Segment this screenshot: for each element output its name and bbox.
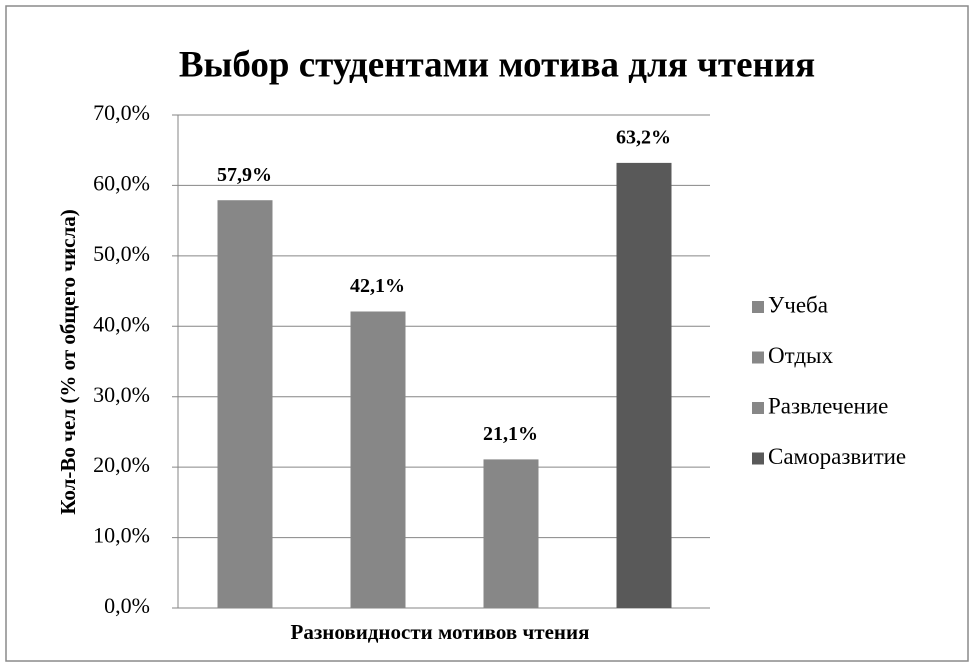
y-tick-label: 30,0% <box>93 382 150 407</box>
y-tick-label: 20,0% <box>93 452 150 477</box>
bar <box>350 311 406 608</box>
data-label: 63,2% <box>616 126 671 148</box>
y-axis-label: Кол-Во чел (% от общего числа) <box>56 209 80 515</box>
legend-label: Развлечение <box>768 393 888 418</box>
legend-swatch <box>752 351 764 364</box>
y-tick-label: 70,0% <box>93 100 150 125</box>
legend-swatch <box>752 402 764 414</box>
data-label: 21,1% <box>483 423 538 445</box>
y-tick-label: 40,0% <box>93 311 150 336</box>
bar <box>483 459 539 608</box>
legend-swatch <box>752 452 764 465</box>
data-label: 57,9% <box>217 164 272 186</box>
legend-label: Отдых <box>768 343 834 368</box>
y-tick-label: 60,0% <box>93 170 150 195</box>
y-tick-label: 10,0% <box>93 523 150 548</box>
legend-label: Саморазвитие <box>768 444 906 469</box>
x-axis-label: Разновидности мотивов чтения <box>291 620 590 644</box>
y-tick-label: 0,0% <box>104 593 150 618</box>
chart-title: Выбор студентами мотива для чтения <box>179 44 815 85</box>
data-label: 42,1% <box>350 275 405 297</box>
legend-label: Учеба <box>768 292 828 317</box>
legend-swatch <box>752 301 764 313</box>
y-tick-label: 50,0% <box>93 241 150 266</box>
bar <box>616 162 672 609</box>
bar <box>217 200 273 608</box>
